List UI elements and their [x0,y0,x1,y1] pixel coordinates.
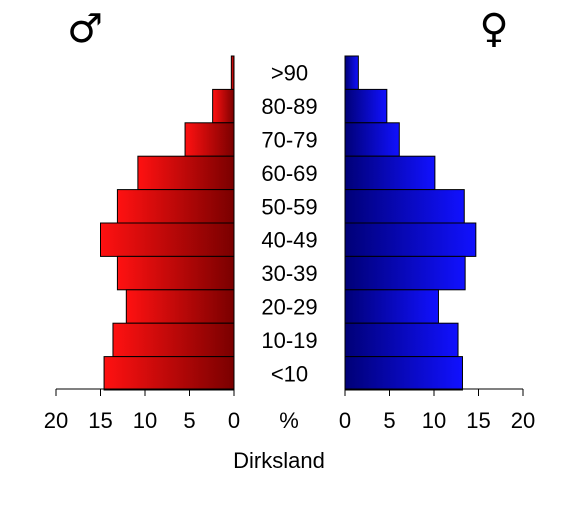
female-bar [344,255,466,291]
male-bar [137,155,235,191]
axis-tick-label: 5 [183,408,195,433]
axis-tick-label: 10 [422,408,446,433]
male-bar [116,255,235,291]
male-bar [230,55,235,90]
male-bar [184,122,235,157]
axis-tick-label: 5 [383,408,395,433]
x-axis-label: Dirksland [233,448,325,473]
female-bar [344,55,359,90]
female-bar [344,189,465,224]
age-group-label: 60-69 [261,161,317,186]
age-group-label: 70-79 [261,128,317,153]
female-bars [344,55,477,391]
age-group-label: >90 [271,61,308,86]
female-bar [344,356,463,391]
female-bar [344,289,439,324]
unit-label: % [279,408,299,433]
x-axes: 20 15 10 5 0 0 5 10 15 20 [44,388,535,433]
male-bar [212,88,235,124]
female-bar [344,88,388,124]
male-bar [116,189,235,224]
axis-tick-label: 15 [466,408,490,433]
female-bar [344,155,436,191]
female-symbol-icon: ♀ [479,6,508,52]
male-bars [100,55,235,391]
axis-tick-label: 0 [339,408,351,433]
axis-tick-label: 20 [511,408,535,433]
age-group-label: 50-59 [261,194,317,219]
female-bar [344,122,400,157]
age-group-label: 20-29 [261,295,317,320]
axis-tick-label: 15 [88,408,112,433]
axis-tick-label: 10 [133,408,157,433]
male-symbol-icon: ♂ [67,6,103,52]
age-group-label: <10 [271,361,308,386]
age-group-label: 80-89 [261,94,317,119]
age-group-label: 10-19 [261,328,317,353]
male-bar [103,356,235,391]
male-bar [125,289,235,324]
age-group-label: 40-49 [261,228,317,253]
axis-tick-label: 20 [44,408,68,433]
male-bar [100,222,235,257]
age-group-labels: >90 80-89 70-79 60-69 50-59 40-49 30-39 20-29 10… [261,61,317,387]
axis-tick-label: 0 [228,408,240,433]
male-bar [112,322,235,358]
female-bar [344,222,477,257]
female-bar [344,322,459,358]
age-group-label: 30-39 [261,261,317,286]
